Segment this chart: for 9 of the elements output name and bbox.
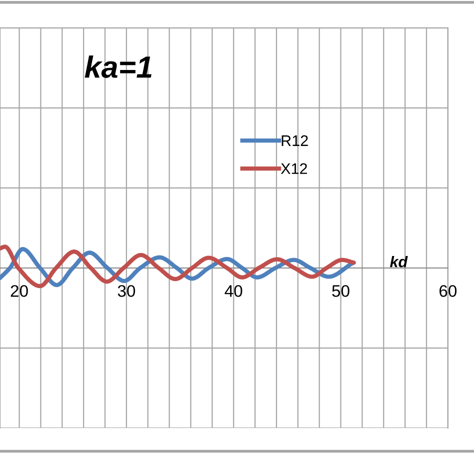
x-tick-label: 20 (10, 285, 28, 297)
x-axis-title: kd (390, 256, 408, 268)
legend-label: X12 (280, 163, 307, 174)
legend-label: R12 (282, 135, 308, 146)
x-tick-label: 30 (118, 285, 136, 297)
chart-title: ka=1 (84, 56, 152, 78)
x-tick-label: 40 (224, 285, 242, 297)
x-tick-label: 50 (332, 285, 350, 297)
x-tick-label: 60 (440, 285, 457, 297)
